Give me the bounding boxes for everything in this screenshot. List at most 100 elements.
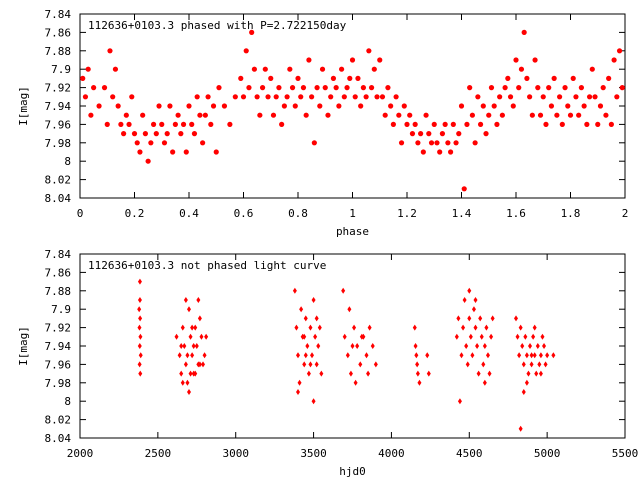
data-point bbox=[542, 343, 547, 349]
data-point bbox=[442, 121, 448, 127]
data-point bbox=[246, 85, 252, 91]
data-point bbox=[423, 112, 429, 118]
data-point bbox=[465, 361, 470, 368]
data-point bbox=[240, 94, 247, 100]
data-point bbox=[302, 333, 307, 340]
data-point bbox=[352, 94, 358, 100]
data-point bbox=[197, 361, 202, 368]
data-point bbox=[115, 103, 121, 109]
data-point bbox=[425, 352, 430, 359]
y-tick-label: 7.94 bbox=[45, 340, 72, 353]
data-point bbox=[180, 121, 187, 127]
data-point bbox=[201, 361, 206, 368]
data-point bbox=[344, 85, 350, 91]
data-point bbox=[179, 343, 184, 349]
data-point bbox=[417, 379, 422, 386]
data-point bbox=[262, 66, 268, 72]
data-point bbox=[349, 57, 356, 63]
data-point bbox=[412, 324, 417, 331]
data-point bbox=[170, 149, 176, 155]
data-point bbox=[339, 66, 345, 72]
data-point bbox=[137, 306, 142, 313]
data-point bbox=[373, 361, 378, 368]
y-tick-label: 8.04 bbox=[45, 192, 72, 205]
data-point bbox=[107, 48, 113, 54]
data-point bbox=[82, 94, 89, 100]
data-point bbox=[407, 112, 413, 118]
data-point bbox=[608, 121, 614, 127]
data-point bbox=[482, 343, 487, 349]
data-point bbox=[145, 158, 151, 164]
x-tick-label: 0.8 bbox=[288, 207, 308, 220]
data-point bbox=[374, 94, 380, 100]
data-point bbox=[350, 343, 355, 349]
data-point bbox=[193, 324, 198, 331]
data-point bbox=[412, 121, 418, 127]
data-point bbox=[191, 343, 196, 349]
data-point bbox=[396, 112, 402, 118]
data-point bbox=[581, 103, 587, 109]
x-tick-label: 0.6 bbox=[234, 207, 254, 220]
data-point bbox=[409, 131, 416, 137]
data-point bbox=[303, 352, 308, 359]
data-point bbox=[319, 370, 324, 377]
data-point bbox=[204, 333, 209, 340]
data-point bbox=[188, 370, 193, 377]
data-point bbox=[401, 103, 407, 109]
data-point bbox=[529, 352, 534, 359]
data-point bbox=[517, 352, 522, 359]
x-tick-label: 1.2 bbox=[397, 207, 417, 220]
data-point bbox=[510, 103, 516, 109]
data-point bbox=[546, 85, 552, 91]
y-axis-ticks: 7.84 7.86 7.88 7.9 7.92 7.94 7.96 7.98 8 8.02 8.04 bbox=[45, 248, 625, 445]
data-point bbox=[150, 121, 157, 127]
data-point bbox=[355, 75, 361, 81]
data-point bbox=[221, 103, 228, 109]
data-point bbox=[523, 333, 528, 340]
data-point bbox=[543, 361, 548, 368]
data-point bbox=[194, 343, 199, 349]
data-point bbox=[138, 370, 143, 377]
data-point bbox=[453, 140, 459, 146]
data-point bbox=[137, 297, 142, 303]
data-point bbox=[467, 315, 472, 322]
data-point bbox=[306, 57, 312, 63]
data-point bbox=[431, 121, 437, 127]
data-point bbox=[358, 103, 364, 109]
data-point bbox=[306, 370, 311, 377]
data-point bbox=[328, 94, 334, 100]
data-point bbox=[428, 140, 435, 146]
data-point bbox=[174, 333, 179, 340]
data-point bbox=[589, 66, 595, 72]
chart-title: 112636+0103.3 not phased light curve bbox=[88, 259, 326, 272]
data-point bbox=[529, 361, 534, 368]
data-point bbox=[434, 140, 440, 146]
data-point bbox=[316, 343, 321, 349]
data-point bbox=[486, 112, 492, 118]
data-point bbox=[126, 121, 132, 127]
data-point bbox=[437, 149, 443, 155]
data-point bbox=[415, 361, 420, 368]
y-tick-label: 7.9 bbox=[51, 303, 71, 316]
data-point bbox=[336, 103, 342, 109]
data-point bbox=[238, 75, 244, 81]
data-point bbox=[295, 75, 301, 81]
data-point bbox=[104, 121, 110, 127]
data-point bbox=[469, 112, 475, 118]
data-point bbox=[459, 352, 464, 359]
y-tick-label: 7.86 bbox=[45, 26, 72, 39]
data-point bbox=[382, 112, 388, 118]
data-point bbox=[548, 103, 555, 109]
data-point bbox=[551, 75, 557, 81]
data-point bbox=[464, 343, 469, 349]
data-point bbox=[467, 85, 473, 91]
data-point bbox=[595, 121, 601, 127]
y-tick-label: 8.04 bbox=[45, 432, 72, 445]
data-point bbox=[603, 112, 609, 118]
data-point bbox=[303, 315, 308, 322]
data-point bbox=[294, 324, 299, 331]
y-tick-label: 8.02 bbox=[45, 414, 72, 427]
data-point bbox=[611, 57, 617, 63]
data-point bbox=[426, 131, 432, 137]
data-point bbox=[251, 66, 257, 72]
